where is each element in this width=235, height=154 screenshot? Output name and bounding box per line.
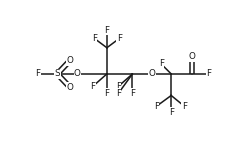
Text: O: O [189,53,196,61]
Text: F: F [169,108,174,117]
Text: F: F [35,69,40,78]
Text: F: F [116,82,121,91]
Text: F: F [104,89,109,98]
Text: S: S [55,69,60,78]
Text: F: F [159,59,164,68]
Text: F: F [206,69,211,78]
Text: F: F [92,34,97,43]
Text: F: F [116,89,121,98]
Text: F: F [104,26,109,34]
Text: F: F [117,34,122,43]
Text: O: O [74,69,81,78]
Text: F: F [154,102,159,111]
Text: O: O [148,69,155,78]
Text: F: F [90,82,95,91]
Text: O: O [66,56,73,65]
Text: F: F [130,89,135,98]
Text: O: O [66,83,73,91]
Text: F: F [182,102,187,111]
